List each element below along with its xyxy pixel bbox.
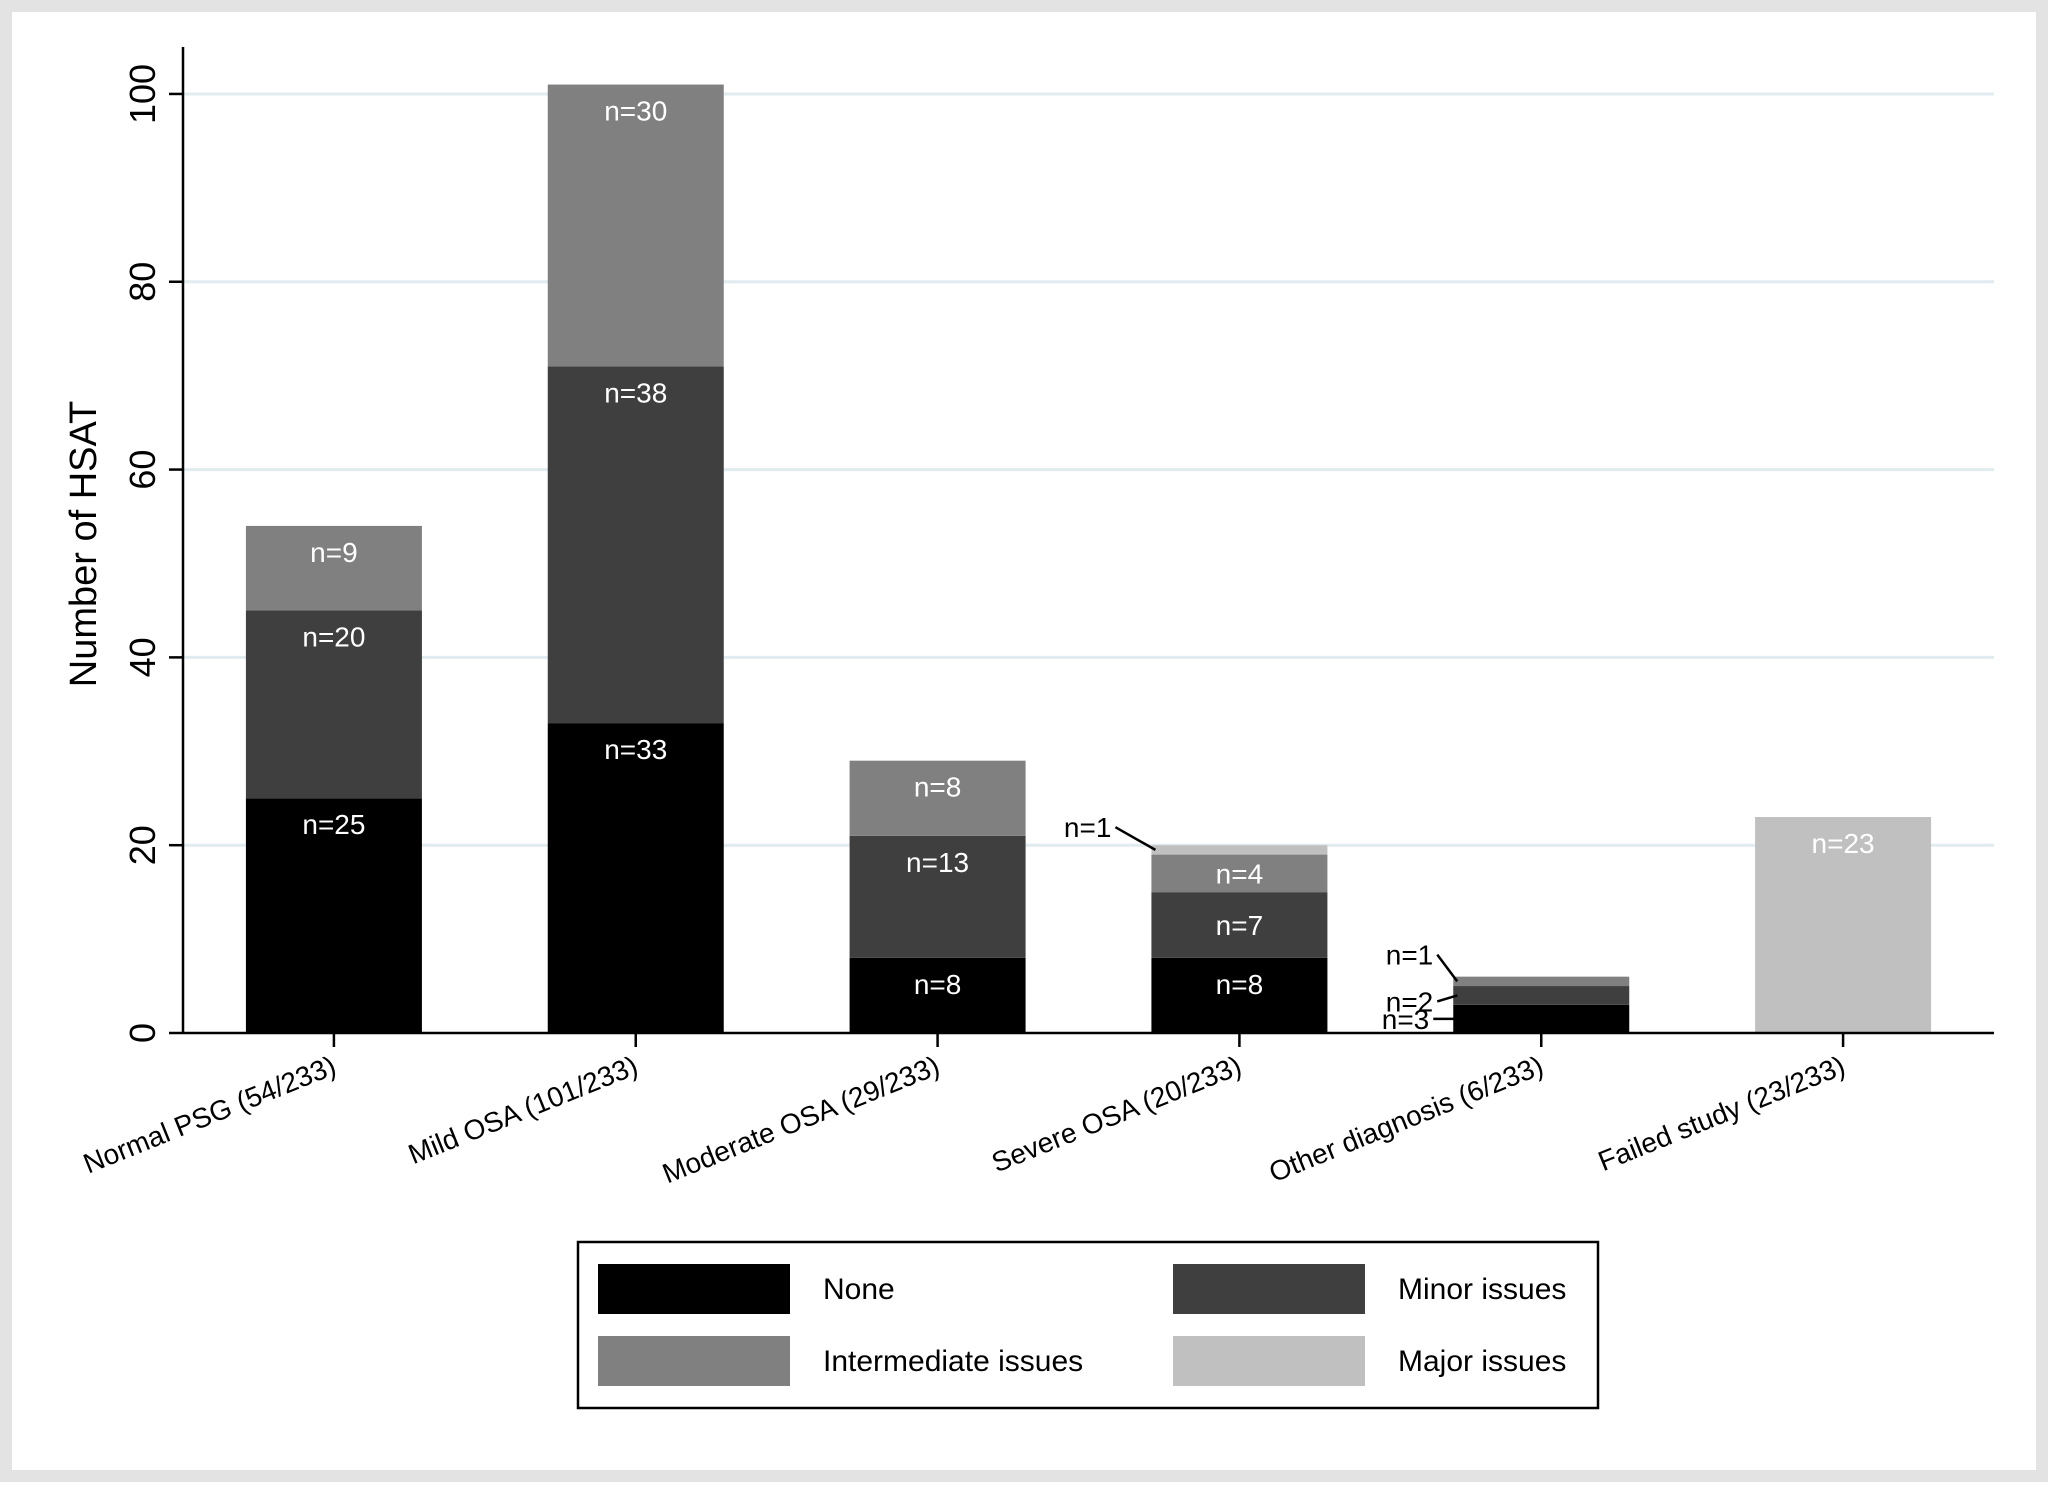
bar-segment bbox=[245, 798, 422, 1033]
y-tick-label: 40 bbox=[122, 637, 163, 677]
legend-label: Major issues bbox=[1398, 1345, 1566, 1378]
bar-segment bbox=[1755, 817, 1932, 1033]
data-label: n=4 bbox=[1216, 858, 1264, 889]
bar-segment bbox=[1151, 957, 1328, 1033]
label-leader-line bbox=[1436, 994, 1458, 1003]
data-label: n=13 bbox=[906, 847, 969, 878]
legend-swatch bbox=[598, 1336, 790, 1386]
legend-swatch bbox=[1173, 1264, 1365, 1314]
legend-label: Minor issues bbox=[1398, 1273, 1566, 1306]
data-label: n=8 bbox=[914, 969, 962, 1000]
bar-segment bbox=[849, 957, 1026, 1033]
bar-segment bbox=[547, 366, 724, 724]
label-leader-line bbox=[1436, 953, 1459, 983]
bar-segment bbox=[547, 84, 724, 367]
data-label: n=25 bbox=[302, 809, 365, 840]
data-label: n=33 bbox=[604, 734, 667, 765]
bar-segment bbox=[1453, 986, 1630, 1005]
y-axis-label: Number of HSAT bbox=[63, 401, 105, 687]
bar-segment bbox=[1151, 892, 1328, 958]
bar-segment bbox=[1453, 1004, 1630, 1033]
bars bbox=[245, 84, 1932, 1033]
data-label: n=7 bbox=[1216, 910, 1264, 941]
data-label: n=38 bbox=[604, 377, 667, 408]
bar-segment bbox=[849, 835, 1026, 958]
y-tick-label: 20 bbox=[122, 825, 163, 865]
data-label: n=8 bbox=[914, 772, 962, 803]
bar-segment bbox=[1453, 976, 1630, 987]
bar-segment bbox=[245, 525, 422, 611]
data-label: n=23 bbox=[1812, 828, 1875, 859]
gridlines bbox=[183, 47, 1994, 1033]
legend-swatch bbox=[1173, 1336, 1365, 1386]
legend-label: None bbox=[823, 1273, 895, 1306]
data-label: n=9 bbox=[310, 537, 358, 568]
data-label: n=3 bbox=[1382, 1004, 1430, 1035]
legend-swatch bbox=[598, 1264, 790, 1314]
bar-segment bbox=[1151, 854, 1328, 893]
y-tick-label: 0 bbox=[122, 1023, 163, 1043]
label-leader-line bbox=[1114, 826, 1157, 851]
data-label: n=30 bbox=[604, 96, 667, 127]
data-label: n=20 bbox=[302, 621, 365, 652]
data-label: n=8 bbox=[1216, 969, 1264, 1000]
plot-area bbox=[183, 47, 1994, 1033]
data-label: n=1 bbox=[1064, 812, 1112, 843]
y-tick-label: 100 bbox=[122, 64, 163, 124]
legend: None Minor issues Intermediate issues Major… bbox=[576, 1240, 1600, 1410]
y-tick-label: 60 bbox=[122, 450, 163, 490]
data-label: n=2 bbox=[1386, 986, 1434, 1017]
data-labels: n=25 n=20 n=9 n=33 n=38 n=30 n=8 n=13 n=8 n=8 n=7 n… bbox=[302, 96, 1874, 1035]
bar-segment bbox=[245, 610, 422, 799]
y-tick-label: 80 bbox=[122, 262, 163, 302]
bar-segment bbox=[547, 723, 724, 1033]
data-label: n=1 bbox=[1386, 940, 1434, 971]
bar-segment bbox=[849, 760, 1026, 836]
bar-segment bbox=[1151, 845, 1328, 855]
legend-label: Intermediate issues bbox=[823, 1345, 1083, 1378]
